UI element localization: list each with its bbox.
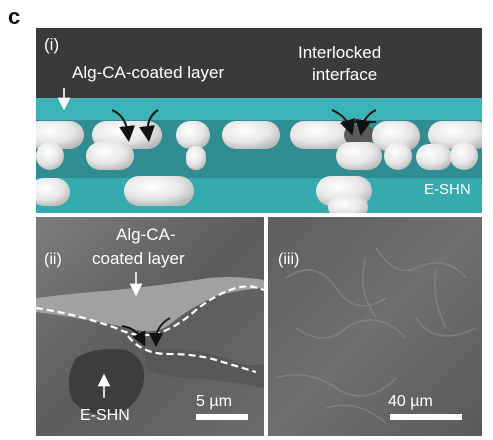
curved-arrow-right-1 [331, 109, 356, 136]
coated-layer-label-line1: Alg-CA- [116, 225, 176, 244]
particle-row-2 [36, 142, 478, 170]
curved-arrow-left-2 [139, 109, 159, 142]
dashed-interface-lower [127, 335, 257, 374]
figure-panel-c: (i) Alg-CA-coated layer Interlocked inte… [36, 28, 482, 436]
coated-layer-label: Alg-CA-coated layer [72, 63, 224, 82]
curved-arrow-right-2 [355, 109, 377, 136]
coated-layer-band [36, 98, 482, 120]
particle-row-3 [36, 176, 372, 213]
scale-bar-40um [390, 414, 462, 420]
panel-ii-label: (ii) [44, 251, 62, 268]
particle-row-1 [36, 121, 482, 151]
sem-curved-arrow-2 [148, 317, 171, 348]
scale-label-5um: 5 µm [196, 393, 232, 410]
sem-substrate-label: E-SHN [80, 407, 130, 424]
coated-layer-label-line2: coated layer [92, 249, 185, 268]
coated-layer-region [36, 277, 264, 332]
sem-curved-arrow-1 [121, 325, 146, 347]
panel-letter: c [8, 4, 21, 29]
interface-label-line2: interface [312, 65, 377, 84]
panel-i-schematic: (i) Alg-CA-coated layer Interlocked inte… [36, 28, 482, 213]
scale-label-40um: 40 µm [388, 393, 433, 410]
curved-arrow-left-1 [111, 109, 136, 142]
surface-wrinkles [275, 247, 477, 424]
panel-iii-background [268, 217, 482, 436]
substrate-label: E-SHN [424, 181, 471, 198]
panel-i-label: (i) [44, 35, 59, 54]
panel-ii-sem: (ii) Alg-CA- coated layer E-SHN 5 µm [36, 217, 264, 436]
interface-label-line1: Interlocked [298, 43, 381, 62]
panel-iii-label: (iii) [278, 251, 299, 268]
scale-bar-5um [196, 414, 248, 420]
panel-iii-sem: (iii) 40 µm [268, 217, 482, 436]
